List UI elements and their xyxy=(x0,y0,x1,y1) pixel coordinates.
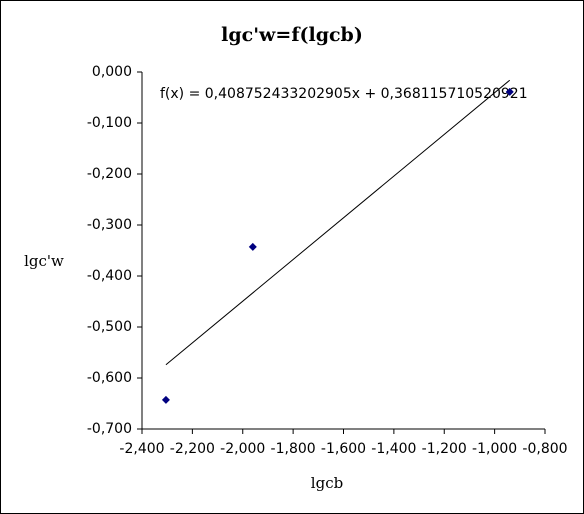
x-tick-label: -0,800 xyxy=(522,441,567,457)
y-tick-label: -0,300 xyxy=(87,217,132,233)
y-tick-label: -0,200 xyxy=(87,166,132,182)
trendline xyxy=(165,79,511,366)
x-tick-label: -2,000 xyxy=(220,441,265,457)
data-point xyxy=(161,395,170,404)
x-tick-label: -2,400 xyxy=(119,441,164,457)
y-tick-label: -0,100 xyxy=(87,115,132,131)
chart-title: lgc'w=f(lgcb) xyxy=(221,24,363,46)
x-tick-label: -1,000 xyxy=(472,441,517,457)
x-tick-label: -2,200 xyxy=(170,441,215,457)
x-tick-label: -1,600 xyxy=(321,441,366,457)
x-axis-title: lgcb xyxy=(311,474,343,492)
y-tick-label: 0,000 xyxy=(92,64,132,80)
y-tick-label: -0,500 xyxy=(87,319,132,335)
x-tick-label: -1,400 xyxy=(371,441,416,457)
data-point xyxy=(248,242,257,251)
data-point xyxy=(505,87,514,96)
y-tick-label: -0,700 xyxy=(87,421,132,437)
y-axis-title: lgc'w xyxy=(24,252,64,270)
trendline-equation: f(x) = 0,408752433202905x + 0,3681157105… xyxy=(160,86,528,102)
y-tick-label: -0,400 xyxy=(87,268,132,284)
x-tick-label: -1,800 xyxy=(271,441,316,457)
x-tick-label: -1,200 xyxy=(422,441,467,457)
y-tick-label: -0,600 xyxy=(87,370,132,386)
